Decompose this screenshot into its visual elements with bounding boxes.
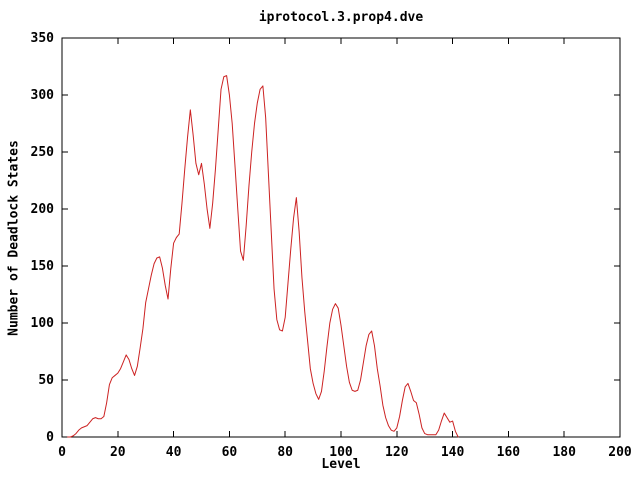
x-tick-label: 180	[552, 445, 576, 460]
x-tick-label: 120	[385, 445, 409, 460]
data-line	[67, 75, 459, 438]
x-tick-label: 140	[441, 445, 465, 460]
y-tick-label: 0	[46, 430, 54, 445]
plot-border	[61, 37, 621, 438]
y-tick-label: 50	[38, 373, 54, 388]
x-tick-label: 20	[110, 445, 126, 460]
y-tick-label: 300	[31, 88, 55, 103]
y-tick-label: 150	[31, 259, 55, 274]
y-tick-label: 200	[31, 202, 55, 217]
y-tick-label: 250	[31, 145, 55, 160]
x-tick-label: 60	[222, 445, 238, 460]
x-tick-label: 80	[277, 445, 293, 460]
x-axis-label: Level	[321, 457, 361, 472]
x-tick-label: 40	[166, 445, 182, 460]
x-tick-label: 100	[329, 445, 353, 460]
chart-title: iprotocol.3.prop4.dve	[258, 10, 424, 25]
x-tick-label: 0	[58, 445, 66, 460]
y-tick-label: 100	[31, 316, 55, 331]
x-tick-label: 200	[608, 445, 632, 460]
y-tick-label: 350	[31, 31, 55, 46]
x-tick-label: 160	[497, 445, 521, 460]
